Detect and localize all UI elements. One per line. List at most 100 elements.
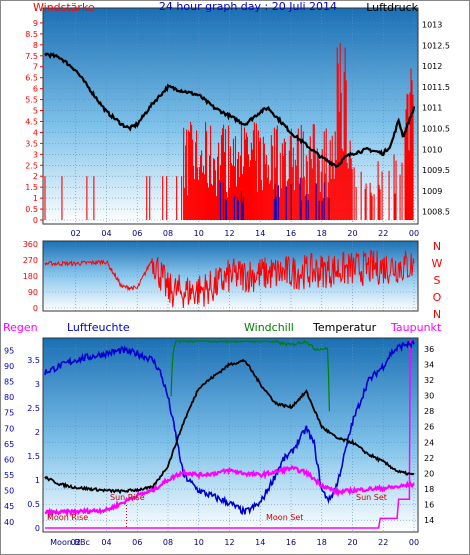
temperature-tick-label: 22 bbox=[424, 454, 434, 463]
temperature-tick-label: 28 bbox=[424, 407, 434, 416]
dewpoint-label: Taupunkt bbox=[390, 321, 442, 334]
wind-tick-label: 1.5 bbox=[25, 183, 38, 192]
humidity-tick-label: 80 bbox=[4, 393, 14, 402]
compass-label: S bbox=[434, 274, 441, 287]
temperature-tick-label: 16 bbox=[424, 501, 434, 510]
rain-tick-label: 1 bbox=[35, 476, 40, 485]
wind-tick-label: 8 bbox=[33, 41, 38, 50]
x-tick-label: 02 bbox=[71, 538, 81, 547]
humidity-tick-label: 95 bbox=[4, 346, 14, 355]
x-tick-label: 10 bbox=[194, 229, 204, 238]
rain-tick-label: 0 bbox=[35, 524, 40, 533]
direction-tick-label: 180 bbox=[23, 272, 38, 281]
compass-label: O bbox=[433, 291, 442, 304]
pressure-tick-label: 1011.5 bbox=[422, 83, 450, 92]
sun-moon-annotations: Moon Rise Sun Rise Moon Set Sun Set bbox=[47, 493, 387, 528]
pressure-tick-label: 1012 bbox=[422, 62, 442, 71]
pressure-tick-label: 1008.5 bbox=[422, 208, 450, 217]
x-tick-label: 08 bbox=[163, 538, 173, 547]
x-tick-label: 18 bbox=[317, 229, 327, 238]
humidity-tick-label: 85 bbox=[4, 378, 14, 387]
compass-label: N bbox=[433, 308, 441, 321]
x-tick-label: 20 bbox=[347, 538, 357, 547]
compass-label: N bbox=[433, 240, 441, 253]
pressure-tick-label: 1010.5 bbox=[422, 124, 450, 133]
windchill-line bbox=[170, 339, 330, 412]
wind-tick-label: 5.5 bbox=[25, 96, 38, 105]
wind-tick-label: 3 bbox=[33, 150, 38, 159]
x-tick-label: 20 bbox=[347, 229, 357, 238]
x-tick-label: 06 bbox=[132, 538, 142, 547]
wind-tick-label: 6.5 bbox=[25, 74, 38, 83]
wind-tick-label: 7 bbox=[33, 63, 38, 72]
wind-tick-label: 1 bbox=[33, 194, 38, 203]
graph-title: 24 hour graph day : 20 Juli 2014 bbox=[159, 0, 337, 13]
temperature-tick-label: 24 bbox=[424, 438, 434, 447]
temperature-tick-label: 34 bbox=[424, 360, 434, 369]
humidity-tick-label: 45 bbox=[4, 502, 14, 511]
humidity-tick-label: 55 bbox=[4, 471, 14, 480]
temperature-label: Temperatur bbox=[312, 321, 377, 334]
wind-direction-line bbox=[44, 249, 415, 309]
wind-tick-label: 3.5 bbox=[25, 139, 38, 148]
wind-tick-label: 6 bbox=[33, 85, 38, 94]
wind-tick-label: 0.5 bbox=[25, 205, 38, 214]
panel3-lines bbox=[44, 339, 415, 529]
x-tick-label: 22 bbox=[378, 538, 388, 547]
direction-tick-label: 360 bbox=[23, 240, 38, 249]
x-tick-label: 00 bbox=[409, 229, 419, 238]
wind-tick-label: 0 bbox=[33, 216, 38, 225]
x-tick-label: 14 bbox=[255, 538, 265, 547]
pressure-tick-label: 1013 bbox=[422, 20, 442, 29]
rain-tick-label: 2.5 bbox=[27, 404, 40, 413]
sun-rise-label: Sun Rise bbox=[110, 493, 145, 502]
pressure-tick-label: 1012.5 bbox=[422, 41, 450, 50]
windchill-label: Windchill bbox=[244, 321, 294, 334]
wind-tick-label: 7.5 bbox=[25, 52, 38, 61]
x-tick-label: 06 bbox=[132, 229, 142, 238]
rain-label: Regen bbox=[3, 321, 38, 334]
wind-header-label: Windstärke bbox=[33, 1, 95, 14]
temperature-tick-label: 18 bbox=[424, 485, 434, 494]
panel2-border bbox=[42, 240, 419, 312]
pressure-tick-label: 1011 bbox=[422, 104, 442, 113]
panel3-border bbox=[42, 337, 419, 533]
rain-tick-label: 2 bbox=[35, 428, 40, 437]
sun-set-label: Sun Set bbox=[356, 493, 387, 502]
luftfeuchte-line bbox=[44, 339, 415, 516]
rain-axis-ticks: 0 0.5 1 1.5 2 2.5 3 3.5 bbox=[27, 356, 40, 533]
panel1-border bbox=[42, 7, 419, 225]
direction-tick-label: 90 bbox=[28, 288, 38, 297]
temperature-tick-label: 26 bbox=[424, 423, 434, 432]
pressure-tick-label: 1009 bbox=[422, 187, 442, 196]
moon-set-label: Moon Set bbox=[266, 513, 303, 522]
wind-tick-label: 9 bbox=[33, 19, 38, 28]
rain-tick-label: 3.5 bbox=[27, 356, 40, 365]
direction-tick-label: 270 bbox=[23, 256, 38, 265]
temperature-tick-label: 14 bbox=[424, 516, 434, 525]
x-tick-label: 02 bbox=[71, 229, 81, 238]
humidity-label: Luftfeuchte bbox=[67, 321, 130, 334]
x-tick-label: 00 bbox=[409, 538, 419, 547]
x-tick-label: 08 bbox=[163, 229, 173, 238]
wind-tick-label: 8.5 bbox=[25, 30, 38, 39]
humidity-axis-ticks: 40 45 50 55 60 65 70 75 80 85 90 95 bbox=[4, 346, 14, 526]
x-tick-label: 04 bbox=[101, 229, 111, 238]
humidity-tick-label: 65 bbox=[4, 440, 14, 449]
humidity-tick-label: 75 bbox=[4, 409, 14, 418]
rain-tick-label: 3 bbox=[35, 380, 40, 389]
wind-bars bbox=[44, 43, 414, 220]
x-tick-label: 18 bbox=[317, 538, 327, 547]
x-tick-label: Moon BBc bbox=[50, 538, 90, 547]
x-tick-label: 14 bbox=[255, 229, 265, 238]
moon-rise-label: Moon Rise bbox=[47, 513, 88, 522]
wind-tick-label: 2 bbox=[33, 172, 38, 181]
humidity-tick-label: 50 bbox=[4, 487, 14, 496]
x-tick-label: 04 bbox=[101, 538, 111, 547]
x-tick-label: 22 bbox=[378, 229, 388, 238]
direction-tick-label: 0 bbox=[33, 304, 38, 313]
